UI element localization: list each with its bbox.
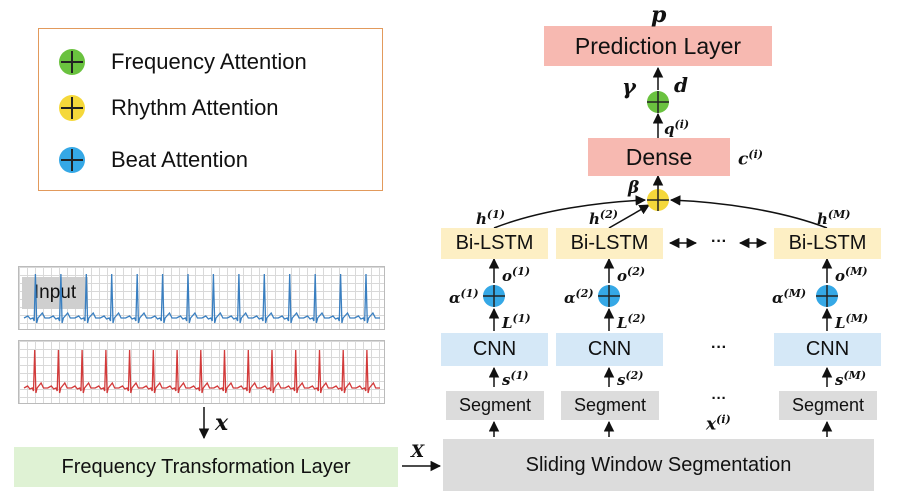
L1-label: L(1): [502, 312, 531, 332]
o2-label: o(2): [617, 265, 646, 285]
frequency-transformation-layer: Frequency Transformation Layer: [14, 447, 398, 487]
legend-rhythm: Rhythm Attention: [59, 95, 279, 121]
legend-frequency: Frequency Attention: [59, 49, 307, 75]
beat-attention-node-1: [483, 285, 505, 307]
Lm-label: L(M): [835, 312, 869, 332]
frequency-attention-icon: [59, 49, 85, 75]
legend-rhythm-label: Rhythm Attention: [111, 95, 279, 120]
hm-label: h(M): [817, 208, 851, 228]
segment-2: Segment: [561, 391, 659, 420]
dense-layer: Dense: [588, 138, 730, 176]
sliding-window-segmentation: Sliding Window Segmentation: [443, 439, 874, 491]
c-label: c(i): [738, 148, 763, 170]
big-x-label: X: [411, 442, 425, 462]
rhythm-attention-node: [647, 189, 669, 211]
legend-box: Frequency Attention Rhythm Attention Bea…: [38, 28, 383, 191]
alpha1-label: α(1): [449, 287, 479, 307]
q-label: q(i): [664, 118, 690, 138]
s2-label: s(2): [617, 369, 644, 389]
frequency-attention-node: [647, 91, 669, 113]
input-ecg-wave: [23, 273, 380, 324]
h1-label: h(1): [476, 208, 505, 228]
sm-label: s(M): [835, 369, 867, 389]
bilstm-2: Bi-LSTM: [556, 228, 663, 259]
rhythm-attention-icon: [59, 95, 85, 121]
d-label: d: [674, 73, 688, 97]
legend-beat-label: Beat Attention: [111, 147, 248, 172]
segment-m: Segment: [779, 391, 877, 420]
beta-label: β: [628, 178, 640, 198]
alpha2-label: α(2): [564, 287, 594, 307]
legend-beat: Beat Attention: [59, 147, 248, 173]
beat-attention-icon: [59, 147, 85, 173]
xi-label: x(i): [706, 413, 731, 435]
beat-attention-node-2: [598, 285, 620, 307]
prediction-layer: Prediction Layer: [544, 26, 772, 66]
bilstm-m: Bi-LSTM: [774, 228, 881, 259]
segment-1: Segment: [446, 391, 544, 420]
legend-frequency-label: Frequency Attention: [111, 49, 307, 74]
cnn-ellipsis: ···: [711, 339, 727, 356]
p-label: p: [651, 2, 667, 28]
cnn-1: CNN: [441, 333, 548, 366]
o1-label: o(1): [502, 265, 531, 285]
alpham-label: α(M): [772, 287, 807, 307]
bilstm-1: Bi-LSTM: [441, 228, 548, 259]
bilstm-ellipsis: ···: [711, 233, 727, 250]
cnn-m: CNN: [774, 333, 881, 366]
segment-ellipsis: ···: [711, 389, 727, 407]
om-label: o(M): [835, 265, 868, 285]
cnn-2: CNN: [556, 333, 663, 366]
beat-attention-node-m: [816, 285, 838, 307]
transformed-ecg-wave: [23, 349, 380, 394]
h2-label: h(2): [589, 208, 618, 228]
L2-label: L(2): [617, 312, 646, 332]
input-label: Input: [22, 277, 88, 309]
s1-label: s(1): [502, 369, 529, 389]
x-label: x: [215, 410, 229, 436]
gamma-label: γ: [622, 74, 636, 99]
